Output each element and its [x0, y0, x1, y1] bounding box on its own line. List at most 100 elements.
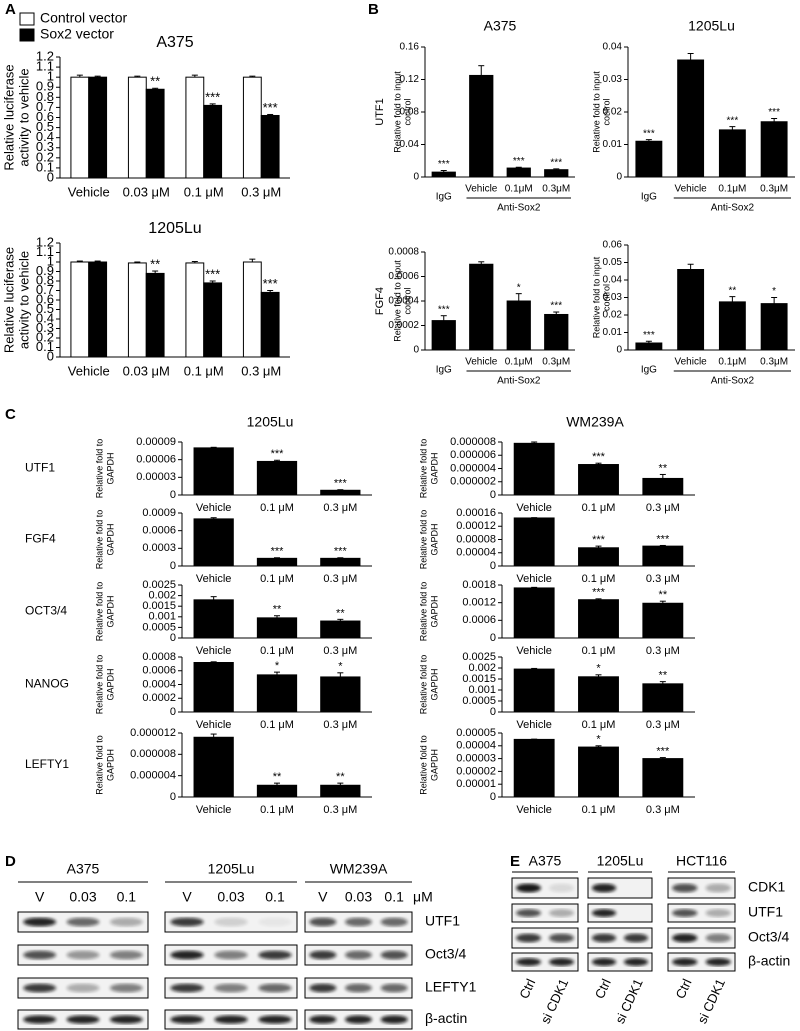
y-tick-label: 0.03	[603, 292, 623, 303]
x-tick-label: Vehicle	[68, 184, 110, 199]
y-axis-label: activity to vehicle	[16, 68, 31, 166]
x-tick-label: 0.1 μM	[184, 184, 224, 199]
blot-frame	[667, 952, 736, 972]
y-tick-label: 0.0015	[142, 600, 176, 612]
x-tick-label: Vehicle	[516, 804, 551, 816]
y-tick-label: 0.02	[603, 310, 623, 321]
blot-frame	[667, 877, 736, 899]
significance: ***	[550, 301, 562, 312]
blot-band	[23, 1015, 57, 1024]
bar	[513, 517, 555, 567]
protein-label: Oct3/4	[425, 946, 466, 962]
x-tick-label: 0.03 μM	[123, 363, 170, 378]
group-label: Anti-Sox2	[711, 203, 755, 214]
significance: **	[659, 589, 668, 601]
chart-title: 1205Lu	[148, 220, 201, 237]
blot-band	[66, 917, 100, 927]
y-tick-label: 0.0002	[388, 320, 419, 331]
bar	[320, 489, 361, 496]
significance: ***	[334, 546, 348, 558]
blot-band	[214, 983, 248, 993]
bar	[506, 300, 531, 351]
y-tick-label: 0	[413, 345, 419, 356]
blot-band	[515, 909, 542, 917]
y-tick-label: 0.00003	[456, 753, 496, 765]
gene-label: UTF1	[374, 98, 386, 126]
y-tick-label: 0	[490, 489, 496, 501]
x-tick-label: Vehicle	[516, 573, 551, 585]
blot-band	[672, 909, 698, 917]
blot-band	[23, 983, 57, 993]
y-axis-label: Relative fold to input	[392, 260, 402, 342]
y-tick-label: 0.2	[36, 149, 54, 164]
bar	[145, 272, 165, 358]
blot-band	[672, 933, 698, 943]
significance: **	[273, 604, 282, 616]
y-axis-label: Relative luciferase	[1, 64, 16, 170]
blot-band	[170, 950, 204, 960]
x-tick-label: Vehicle	[196, 573, 231, 585]
cell-line-label: A375	[67, 861, 100, 877]
y-tick-label: 0.000004	[130, 770, 176, 782]
lane-label: si CDK1	[612, 976, 646, 1026]
bar	[256, 460, 298, 496]
y-axis-label: Relative fold to	[418, 655, 428, 715]
y-tick-label: 0.0003	[142, 542, 176, 554]
blot-band	[309, 917, 337, 927]
blot-band	[705, 933, 731, 943]
lane-label: V	[182, 889, 192, 905]
significance: ***	[643, 330, 655, 341]
y-tick-label: 0	[170, 632, 176, 644]
x-tick-label: 0.1 μM	[582, 804, 616, 816]
y-tick-label: 1.2	[36, 48, 54, 63]
y-axis-label: Relative fold to	[94, 655, 104, 715]
blot-band	[258, 917, 292, 927]
y-tick-label: 0.000006	[450, 449, 496, 461]
bar	[320, 784, 361, 798]
x-tick-label: Vehicle	[465, 184, 498, 195]
y-tick-label: 0.00006	[136, 454, 176, 466]
protein-label: β-actin	[748, 953, 790, 969]
significance: ***	[656, 533, 670, 545]
y-tick-label: 0.6	[36, 291, 54, 306]
y-tick-label: 0.001	[148, 611, 176, 623]
cell-line-label: A375	[529, 853, 562, 869]
x-tick-label: Vehicle	[516, 645, 551, 657]
x-tick-label: 0.1 μM	[260, 804, 294, 816]
x-tick-label: Vehicle	[196, 804, 231, 816]
y-tick-label: 1.1	[36, 59, 54, 74]
significance: ***	[438, 304, 450, 315]
y-axis-label: Relative fold to	[94, 582, 104, 642]
x-tick-label: 0.3 μM	[646, 804, 680, 816]
significance: ***	[205, 266, 220, 281]
y-axis-label: Relative fold to	[418, 582, 428, 642]
y-tick-label: 0.8	[36, 89, 54, 104]
y-tick-label: 0	[170, 489, 176, 501]
significance: **	[336, 771, 345, 783]
cell-line-label: 1205Lu	[597, 853, 644, 869]
gene-label: OCT3/4	[25, 604, 67, 618]
y-tick-label: 0.0008	[388, 247, 419, 258]
blot-band	[170, 1015, 204, 1024]
x-tick-label: 0.3 μM	[646, 645, 680, 657]
bar	[260, 291, 280, 358]
y-tick-label: 0	[47, 169, 54, 184]
blot-frame	[667, 903, 736, 923]
y-tick-label: 0.12	[400, 74, 420, 85]
significance: ***	[656, 745, 670, 757]
bar	[70, 76, 90, 179]
blot-band	[258, 983, 292, 993]
y-tick-label: 0.01	[603, 139, 623, 150]
blot-band	[214, 917, 248, 927]
bar	[193, 518, 234, 567]
bar	[544, 313, 569, 351]
blot-band	[672, 958, 698, 966]
lane-label: 0.03	[217, 889, 244, 905]
significance: ***	[768, 107, 780, 118]
x-tick-label: 0.3 μM	[323, 573, 357, 585]
lane-label: si CDK1	[538, 976, 572, 1026]
panel-label: D	[5, 853, 16, 870]
gene-label: LEFTY1	[25, 757, 69, 771]
bar	[642, 683, 684, 713]
